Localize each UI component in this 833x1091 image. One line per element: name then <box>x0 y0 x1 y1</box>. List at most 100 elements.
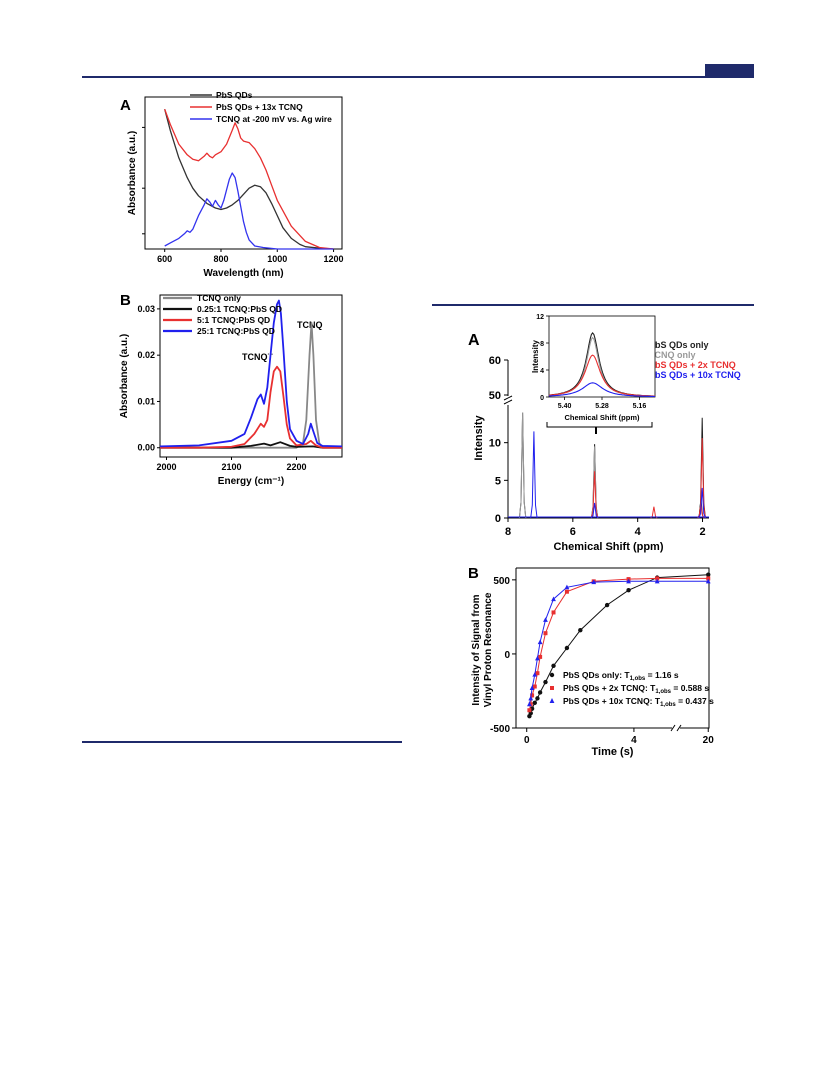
data-point <box>654 578 660 584</box>
footnote-rule <box>82 741 402 743</box>
inset-series-line <box>548 336 656 397</box>
data-point <box>535 655 540 661</box>
panel-label: A <box>120 97 131 114</box>
legend-label: PbS QDs + 10x TCNQ: T1,obs = 0.437 s <box>563 696 714 708</box>
legend-marker <box>550 686 554 690</box>
spectrum-peak <box>590 471 599 519</box>
panel-label: B <box>120 292 131 309</box>
data-point <box>578 628 583 633</box>
fit-line <box>528 574 709 717</box>
panel-label: B <box>468 565 479 582</box>
data-point <box>564 645 570 651</box>
legend-label: 25:1 TCNQ:PbS QD <box>197 326 275 336</box>
data-point <box>535 696 540 701</box>
nmr-inset-chart: 5.40 5.28 5.16 0 4 8 12 Chemical Shift (ppm) Int… <box>531 314 656 422</box>
legend-label: PbS QDs only <box>649 340 709 350</box>
x-axis-label: Chemical Shift (ppm) <box>553 541 663 553</box>
x-tick-label: 2100 <box>221 462 241 472</box>
series-line <box>159 299 343 448</box>
y-tick-label: 10 <box>489 438 501 450</box>
axis-break <box>672 724 680 732</box>
y-tick-label: 0 <box>495 513 501 525</box>
legend-label: PbS QDs + 2x TCNQ: T1,obs = 0.588 s <box>563 683 709 695</box>
data-point <box>705 578 711 584</box>
inset-series-line <box>549 382 656 398</box>
x-tick-label: 1200 <box>324 254 344 264</box>
data-point <box>537 690 543 695</box>
axis-break <box>503 399 513 405</box>
data-point <box>529 706 535 711</box>
spectrum-peak <box>698 417 706 519</box>
legend-label: PbS QDs + 13x TCNQ <box>216 102 303 112</box>
data-point <box>527 701 532 707</box>
y-tick-label: 0 <box>504 650 510 661</box>
legend-label: PbS QDs + 10x TCNQ <box>649 370 741 380</box>
y-tick-label: 0.02 <box>137 350 155 360</box>
data-point <box>591 579 596 584</box>
x-tick-label: 2 <box>699 526 705 538</box>
y-axis-label: Intensity <box>473 415 485 461</box>
y-axis-label: Vinyl Proton Resonance <box>483 592 494 707</box>
spectrum-peak <box>518 412 527 519</box>
y-tick-label: 0.00 <box>137 443 155 453</box>
legend-label: 0.25:1 TCNQ:PbS QD <box>197 304 282 314</box>
data-point <box>532 672 538 677</box>
series-line <box>164 108 334 250</box>
spectrum-peak <box>518 412 527 519</box>
section-rule <box>432 304 754 306</box>
y-tick-label: 8 <box>540 341 544 348</box>
series-line <box>160 441 342 449</box>
x-tick-label: 6 <box>570 526 576 538</box>
data-point <box>543 631 548 636</box>
y-tick-label: 4 <box>540 368 544 375</box>
legend-marker <box>549 672 555 678</box>
panel-label: A <box>468 332 480 349</box>
inset-frame <box>548 315 656 398</box>
data-point <box>528 695 534 701</box>
data-point <box>535 671 540 676</box>
spectrum-peak <box>590 444 599 519</box>
data-point <box>654 575 660 580</box>
y-tick-label: 5 <box>495 475 501 487</box>
legend-label: PbS QDs <box>216 90 253 100</box>
x-axis-label: Time (s) <box>592 746 634 758</box>
data-point <box>564 584 570 590</box>
data-point <box>537 639 543 645</box>
data-point <box>626 577 631 582</box>
legend-label: PbS QDs only: T1,obs = 1.16 s <box>563 670 679 682</box>
inset-series-line <box>548 354 656 397</box>
x-tick-label: 2200 <box>286 462 306 472</box>
x-tick-label: 800 <box>213 254 228 264</box>
annotation-tcnq-anion: TCNQ·− <box>242 352 273 362</box>
y-axis-label: Intensity of Signal from <box>471 594 482 705</box>
legend-label: TCNQ only <box>197 293 241 303</box>
data-point <box>655 576 660 581</box>
legend-marker <box>549 698 555 703</box>
page-badge <box>705 64 754 78</box>
data-point <box>543 617 548 622</box>
data-point <box>528 702 533 707</box>
ir-chart: 2000 2100 2200 0.00 0.01 0.02 0.03 Energy (cm⁻¹… <box>119 293 343 487</box>
legend-label: 5:1 TCNQ:PbS QD <box>197 315 270 325</box>
data-point <box>527 713 532 719</box>
y-axis-label: Absorbance (a.u.) <box>127 131 138 215</box>
relaxation-chart: 0 4 20 -500 0 500 Time (s) Intensity of Signal … <box>471 567 714 758</box>
data-point <box>538 654 543 659</box>
spectrum-peak <box>697 502 705 519</box>
data-point <box>706 576 711 581</box>
data-point <box>528 710 533 716</box>
data-point <box>530 693 535 698</box>
x-tick-label: 8 <box>505 526 511 538</box>
y-tick-label: -500 <box>490 724 510 735</box>
y-tick-label: 60 <box>489 355 501 367</box>
x-axis-label: Energy (cm⁻¹) <box>218 476 284 487</box>
data-point <box>529 685 535 690</box>
inset-series-line <box>548 332 655 397</box>
y-tick-label: 0.01 <box>137 396 155 406</box>
data-point <box>551 596 556 602</box>
spectrum-peak <box>590 446 599 519</box>
data-point <box>591 579 597 585</box>
spectrum-peak <box>698 487 706 519</box>
series-line <box>160 365 342 449</box>
